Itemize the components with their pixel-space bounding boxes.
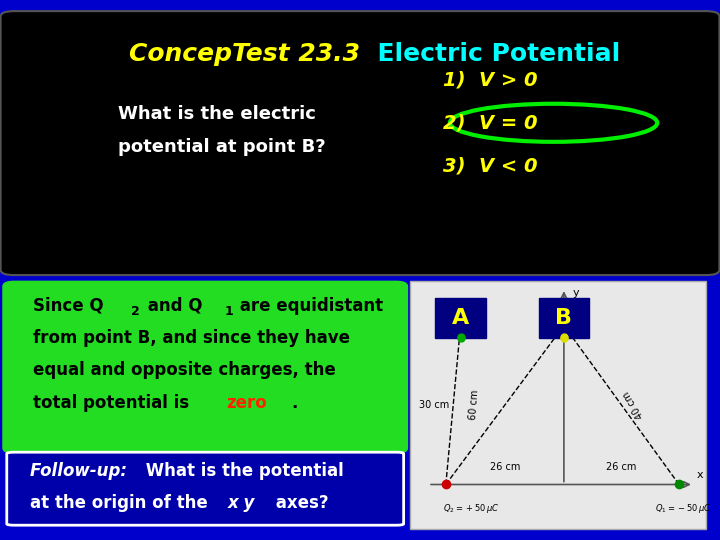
Text: 40 cm: 40 cm (621, 389, 645, 421)
FancyBboxPatch shape (436, 298, 486, 338)
Text: 3)  V < 0: 3) V < 0 (443, 157, 538, 176)
FancyBboxPatch shape (410, 281, 706, 529)
Text: Since Q: Since Q (34, 296, 104, 315)
FancyBboxPatch shape (3, 281, 408, 453)
Text: What is the potential: What is the potential (140, 462, 344, 480)
Text: zero: zero (226, 394, 267, 412)
Text: 60 cm: 60 cm (468, 389, 480, 421)
Text: 2: 2 (131, 305, 140, 318)
Text: at the origin of the: at the origin of the (30, 494, 213, 512)
Text: 26 cm: 26 cm (606, 462, 636, 472)
Text: from point B, and since they have: from point B, and since they have (34, 329, 351, 347)
FancyBboxPatch shape (1, 11, 719, 275)
Text: 1)  V > 0: 1) V > 0 (443, 70, 538, 89)
Text: 1: 1 (225, 305, 233, 318)
Text: potential at point B?: potential at point B? (118, 138, 325, 156)
Text: x y: x y (228, 494, 256, 512)
Text: Electric Potential: Electric Potential (360, 42, 620, 65)
Text: B: B (555, 308, 572, 328)
Text: $Q_1 = -50\,\mu C$: $Q_1 = -50\,\mu C$ (655, 502, 711, 515)
Text: x: x (697, 469, 703, 480)
Text: are equidistant: are equidistant (234, 296, 383, 315)
Text: ConcepTest 23.3: ConcepTest 23.3 (129, 42, 360, 65)
Text: 30 cm: 30 cm (419, 400, 449, 410)
Text: .: . (291, 394, 297, 412)
Text: equal and opposite charges, the: equal and opposite charges, the (34, 361, 336, 380)
Text: axes?: axes? (270, 494, 329, 512)
Text: $Q_2 = +50\,\mu C$: $Q_2 = +50\,\mu C$ (443, 502, 499, 515)
Text: 26 cm: 26 cm (490, 462, 520, 472)
Text: y: y (573, 288, 580, 298)
Text: and Q: and Q (143, 296, 203, 315)
Text: What is the electric: What is the electric (118, 105, 316, 123)
Text: A: A (452, 308, 469, 328)
Text: total potential is: total potential is (34, 394, 195, 412)
Text: 2)  V = 0: 2) V = 0 (443, 113, 538, 132)
FancyBboxPatch shape (539, 298, 589, 338)
FancyBboxPatch shape (6, 452, 404, 525)
Text: Follow-up:: Follow-up: (30, 462, 132, 480)
